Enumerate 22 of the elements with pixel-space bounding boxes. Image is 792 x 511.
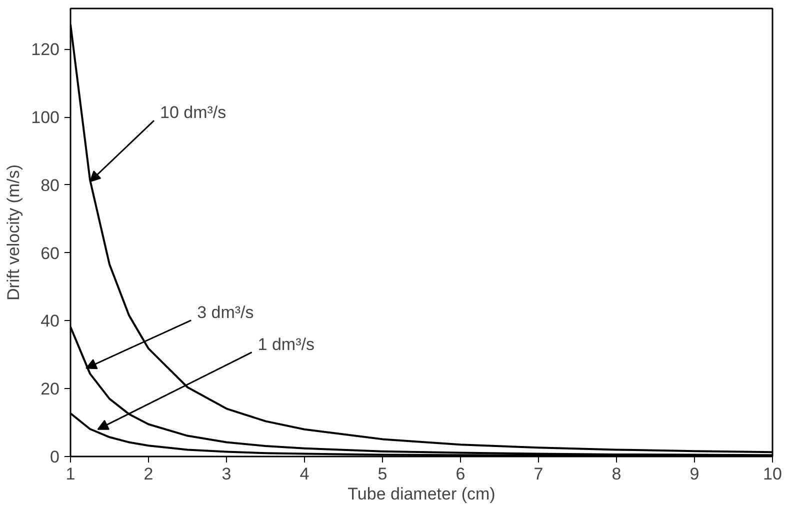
y-tick-label: 60	[40, 244, 60, 263]
x-axis-title: Tube diameter (cm)	[348, 484, 496, 504]
y-axis-title: Drift velocity (m/s)	[4, 164, 24, 300]
x-tick-label: 4	[300, 464, 310, 484]
annotation: 3 dm³/s	[197, 302, 254, 322]
x-tick-label: 9	[690, 464, 700, 484]
x-tick-label: 5	[378, 464, 388, 484]
x-tick-label: 10	[763, 464, 782, 484]
x-tick-label: 7	[534, 464, 544, 484]
y-tick-label: 40	[40, 312, 60, 331]
y-tick-label: 120	[31, 40, 60, 60]
x-tick-label: 2	[144, 464, 154, 484]
x-tick-label: 3	[222, 464, 232, 484]
annotation: 10 dm³/s	[160, 103, 226, 122]
y-tick-label: 20	[40, 380, 60, 399]
x-tick-label: 8	[612, 464, 622, 484]
y-tick-label: 0	[50, 448, 60, 466]
x-tick-label: 1	[66, 464, 76, 484]
y-tick-label: 80	[40, 176, 60, 195]
x-tick-label: 6	[456, 464, 466, 484]
annotation: 1 dm³/s	[258, 334, 314, 354]
y-tick-label: 100	[31, 108, 60, 128]
